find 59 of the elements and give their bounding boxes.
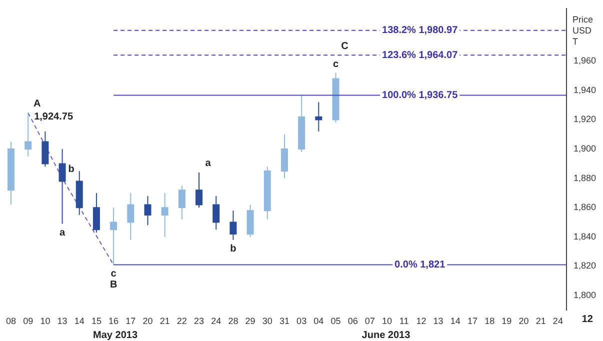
x-tick-label: 24 — [552, 316, 563, 326]
x-tick-label: 22 — [176, 316, 187, 326]
annotation: c — [332, 58, 339, 70]
x-tick-label: 15 — [91, 316, 102, 326]
annotation: c — [110, 268, 117, 280]
x-tick-label: 30 — [262, 316, 272, 326]
x-tick-label: 14 — [74, 316, 84, 326]
x-tick-label: 20 — [518, 316, 529, 326]
x-tick-label: 14 — [450, 316, 460, 326]
y-tick-label: 1,940 — [573, 84, 596, 95]
x-tick-label: 12 — [416, 316, 426, 326]
x-tick-label: 21 — [536, 316, 546, 326]
y-tick-label: 1,960 — [573, 56, 596, 66]
x-tick-label: 19 — [502, 316, 512, 326]
text: June 2013 — [362, 330, 411, 341]
x-tick-label: 24 — [211, 316, 222, 326]
ref-line-label: 0.0% 1,821 — [394, 260, 446, 271]
x-tick-label: 06 — [348, 316, 358, 326]
annotation: a — [60, 228, 66, 239]
x-tick-label: 09 — [23, 316, 34, 326]
x-tick-label: 04 — [314, 316, 324, 326]
x-tick-label: 11 — [399, 316, 409, 326]
x-tick-label: 23 — [194, 316, 204, 326]
y-tick-label: 1,900 — [573, 144, 596, 154]
x-tick-label: 20 — [142, 316, 153, 326]
x-tick-label: 17 — [467, 316, 478, 326]
y-tick-label: 1,920 — [573, 114, 596, 124]
ref-line-label: 138.2% 1,980.97 — [382, 25, 458, 36]
annotation: 1,924.75 — [34, 112, 74, 123]
x-tick-label: 05 — [330, 316, 341, 326]
text: May 2013 — [93, 330, 138, 341]
x-tick-label: 13 — [57, 316, 68, 326]
annotation: a — [205, 158, 212, 170]
annotation: b — [230, 244, 236, 255]
x-tick-label: 10 — [382, 316, 392, 326]
y-tick-label: 1,840 — [573, 231, 596, 242]
x-tick-label: 03 — [296, 316, 307, 326]
annotation: A — [33, 98, 41, 110]
x-tick-label: 08 — [6, 316, 16, 326]
x-tick-label: 13 — [433, 316, 444, 326]
y-tick-label: 1,820 — [573, 260, 596, 271]
y-tick-label: 1,860 — [573, 202, 596, 212]
y-tick-label: 1,880 — [573, 172, 596, 183]
ref-line-label: 123.6% 1,964.07 — [382, 50, 458, 61]
x-tick-label: 28 — [228, 316, 238, 326]
ref-line-label: 100.0% 1,936.75 — [382, 90, 458, 101]
y-tick-label: 1,800 — [573, 290, 596, 300]
annotation: b — [68, 164, 74, 176]
x-tick-label: 07 — [364, 316, 375, 326]
x-tick-label: 18 — [484, 316, 495, 326]
x-tick-label: 10 — [40, 316, 50, 326]
x-tick-label: 17 — [126, 316, 136, 326]
x-tick-label: 16 — [108, 316, 119, 326]
y-axis-title: Price USD T — [572, 14, 593, 46]
x-tick-label: 31 — [279, 316, 290, 326]
annotation: C — [341, 40, 348, 52]
x-tick-label: 21 — [160, 316, 170, 326]
annotation: B — [110, 280, 118, 291]
x-tick-label: 29 — [245, 316, 256, 326]
